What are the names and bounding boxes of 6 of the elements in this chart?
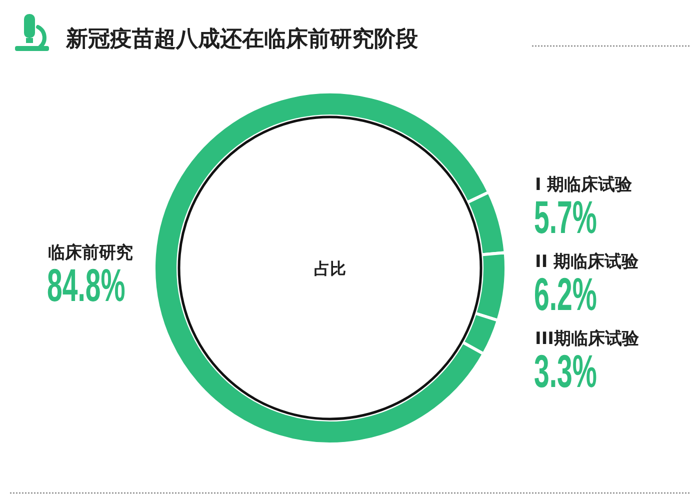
title: 新冠疫苗超八成还在临床前研究阶段	[66, 27, 418, 52]
data-label: II 期临床试验 6.2%	[534, 252, 639, 321]
data-label: III期临床试验 3.3%	[534, 329, 639, 398]
data-label: I 期临床试验 5.7%	[534, 175, 632, 244]
annotation: 占比	[314, 259, 346, 278]
data-label: 临床前研究 84.8%	[47, 243, 133, 312]
